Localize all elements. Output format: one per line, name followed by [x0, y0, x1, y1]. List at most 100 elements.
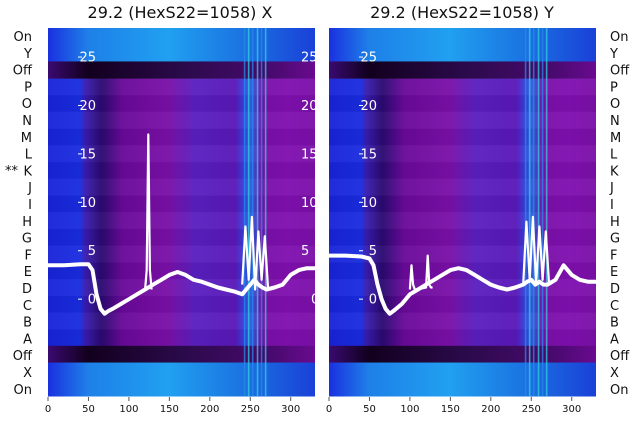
- heatmap-row-band: [48, 379, 315, 397]
- y-tick-label: 0: [369, 293, 377, 308]
- x-tick-label: 100: [119, 404, 138, 415]
- y-tick-label: 10: [79, 196, 96, 211]
- row-label: B: [23, 316, 32, 331]
- x-tick-label: 300: [281, 404, 300, 415]
- row-label: X: [610, 366, 619, 381]
- series-line: [408, 254, 433, 291]
- row-label: Off: [610, 64, 630, 79]
- row-label: H: [610, 215, 620, 230]
- y-tick-label: 5: [88, 244, 96, 259]
- y-tick-label-edge: 0: [311, 293, 319, 308]
- heatmap-row-band: [48, 128, 315, 146]
- x-tick-label: 50: [363, 404, 376, 415]
- heatmap-row-band: [329, 345, 596, 364]
- row-label: M: [610, 131, 621, 146]
- heatmap-row-band: [48, 111, 315, 129]
- heatmap-row-band: [329, 362, 596, 380]
- x-tick-label: 250: [522, 404, 541, 415]
- row-label: Off: [13, 349, 33, 364]
- heatmap-row-band: [48, 161, 315, 180]
- y-tick-label: 25: [360, 51, 377, 66]
- row-label: B: [610, 316, 619, 331]
- row-label: H: [22, 215, 32, 230]
- heatmap-streak: [247, 28, 250, 396]
- heatmap-row-band: [329, 379, 596, 397]
- heatmap-row-band: [329, 212, 596, 230]
- heatmap-row-band: [48, 329, 315, 347]
- series-line: [241, 215, 270, 291]
- y-tick-label: 20: [79, 99, 96, 114]
- y-tick-label: 15: [79, 147, 96, 162]
- row-label: Off: [610, 349, 630, 364]
- row-label: O: [22, 97, 32, 112]
- y-tick-label-edge: 25: [301, 51, 318, 66]
- heatmap-row-band: [48, 78, 315, 96]
- y-tick-label: 20: [360, 99, 377, 114]
- y-tick-label-edge: 5: [301, 244, 309, 259]
- heatmap-row-band: [48, 362, 315, 380]
- heatmap-streak: [251, 28, 254, 396]
- heatmap-row-band: [48, 312, 315, 330]
- y-tick-label-edge: 15: [301, 147, 318, 162]
- row-label: Y: [23, 47, 32, 62]
- row-label: C: [610, 299, 619, 314]
- x-tick-label: 0: [326, 404, 332, 415]
- row-label: D: [610, 282, 620, 297]
- heatmap-streak: [545, 28, 548, 396]
- row-label: D: [22, 282, 32, 297]
- heatmap-row-band: [329, 161, 596, 180]
- row-label: F: [25, 248, 32, 263]
- x-tick-label: 300: [562, 404, 581, 415]
- heatmap-streak: [541, 28, 544, 396]
- heatmap-row-band: [329, 329, 596, 347]
- heatmap-row-band: [48, 178, 315, 196]
- x-tick-label: 150: [160, 404, 179, 415]
- x-tick-label: 150: [441, 404, 460, 415]
- series-line: [329, 253, 596, 316]
- row-label: P: [610, 80, 618, 95]
- heatmap-row-band: [329, 128, 596, 146]
- row-label: L: [25, 148, 33, 163]
- heatmap-streak: [532, 28, 535, 396]
- heatmap-row-band: [329, 111, 596, 129]
- row-label: L: [610, 148, 618, 163]
- heatmap-streak: [256, 28, 259, 396]
- heatmap-row-band: [329, 178, 596, 196]
- row-label: On: [14, 30, 32, 45]
- x-tick-label: 100: [400, 404, 419, 415]
- series-line: [48, 262, 315, 316]
- heatmap-streak: [260, 28, 263, 396]
- row-label: E: [24, 265, 32, 280]
- row-label: Y: [609, 47, 618, 62]
- row-label: I: [610, 198, 614, 213]
- heatmap-row-band: [48, 345, 315, 364]
- y-tick-label-edge: 10: [301, 196, 318, 211]
- row-label: E: [610, 265, 618, 280]
- row-label: On: [14, 383, 32, 398]
- heatmap-row-band: [329, 28, 596, 46]
- row-label: On: [610, 30, 628, 45]
- row-label: X: [23, 366, 32, 381]
- series-line: [522, 215, 551, 286]
- row-label: M: [21, 131, 32, 146]
- row-label: A: [610, 332, 619, 347]
- row-label: A: [23, 332, 32, 347]
- heatmap-streak: [524, 28, 527, 396]
- heatmap-streak: [264, 28, 267, 396]
- heatmap-row-band: [329, 78, 596, 96]
- heatmap-streak: [243, 28, 246, 396]
- row-label: G: [22, 232, 32, 247]
- y-tick-label: 25: [79, 51, 96, 66]
- heatmap-background: [48, 28, 315, 396]
- row-label: P: [24, 80, 32, 95]
- row-label: On: [610, 383, 628, 398]
- y-tick-label: 10: [360, 196, 377, 211]
- heatmap-row-band: [48, 28, 315, 46]
- series-line: [144, 133, 153, 290]
- chart-title-right: 29.2 (HexS22=1058) Y: [370, 3, 554, 22]
